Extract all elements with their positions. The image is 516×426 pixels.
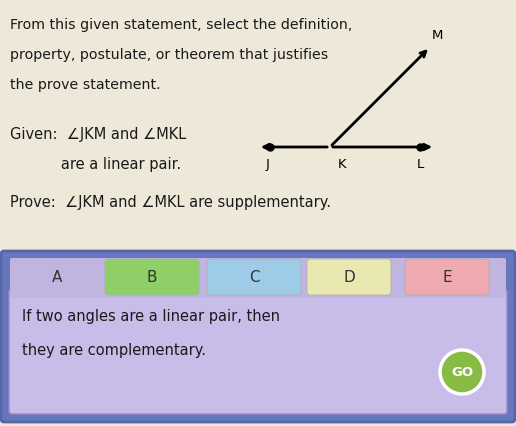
Text: J: J: [266, 158, 270, 170]
FancyBboxPatch shape: [105, 259, 199, 295]
Text: A: A: [52, 270, 62, 285]
Text: C: C: [249, 270, 260, 285]
Text: M: M: [432, 29, 443, 42]
FancyBboxPatch shape: [405, 259, 489, 295]
Circle shape: [440, 350, 484, 394]
Text: are a linear pair.: are a linear pair.: [10, 157, 181, 172]
Text: Prove:  ∠JKM and ∠MKL are supplementary.: Prove: ∠JKM and ∠MKL are supplementary.: [10, 195, 331, 210]
Text: K: K: [337, 158, 346, 170]
Text: L: L: [416, 158, 424, 170]
FancyBboxPatch shape: [207, 259, 301, 295]
Text: From this given statement, select the definition,: From this given statement, select the de…: [10, 18, 352, 32]
Text: property, postulate, or theorem that justifies: property, postulate, or theorem that jus…: [10, 48, 328, 62]
FancyBboxPatch shape: [1, 251, 515, 422]
Text: the prove statement.: the prove statement.: [10, 78, 160, 92]
FancyBboxPatch shape: [307, 259, 391, 295]
Text: GO: GO: [451, 366, 473, 379]
Text: they are complementary.: they are complementary.: [22, 342, 206, 357]
FancyBboxPatch shape: [9, 289, 507, 414]
Text: D: D: [343, 270, 355, 285]
Text: B: B: [147, 270, 157, 285]
FancyBboxPatch shape: [10, 259, 506, 298]
Text: If two angles are a linear pair, then: If two angles are a linear pair, then: [22, 308, 280, 323]
Text: Given:  ∠JKM and ∠MKL: Given: ∠JKM and ∠MKL: [10, 127, 186, 142]
Text: E: E: [442, 270, 452, 285]
